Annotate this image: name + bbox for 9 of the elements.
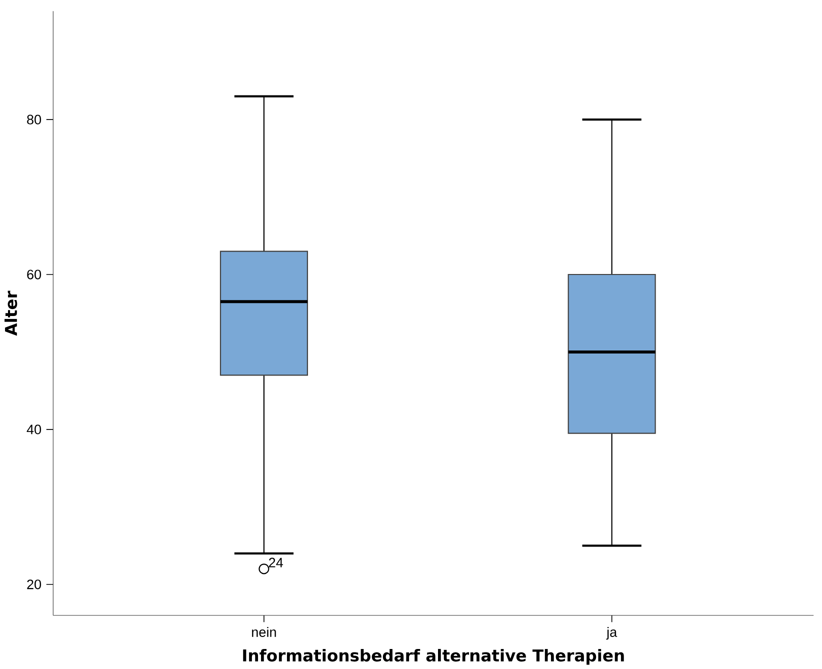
annotation: 24 [268, 558, 284, 568]
y-tick-label: 40 [26, 424, 42, 434]
y-tick-label: 20 [27, 579, 42, 590]
y-axis-title: Alter [4, 290, 18, 336]
x-tick-label: nein [252, 626, 276, 637]
y-tick-label: 60 [27, 270, 42, 280]
y-tick-label: 80 [27, 114, 42, 124]
x-axis-title: Informationsbedarf alternative Therapien [243, 648, 624, 665]
x-tick-label: ja [606, 626, 618, 640]
